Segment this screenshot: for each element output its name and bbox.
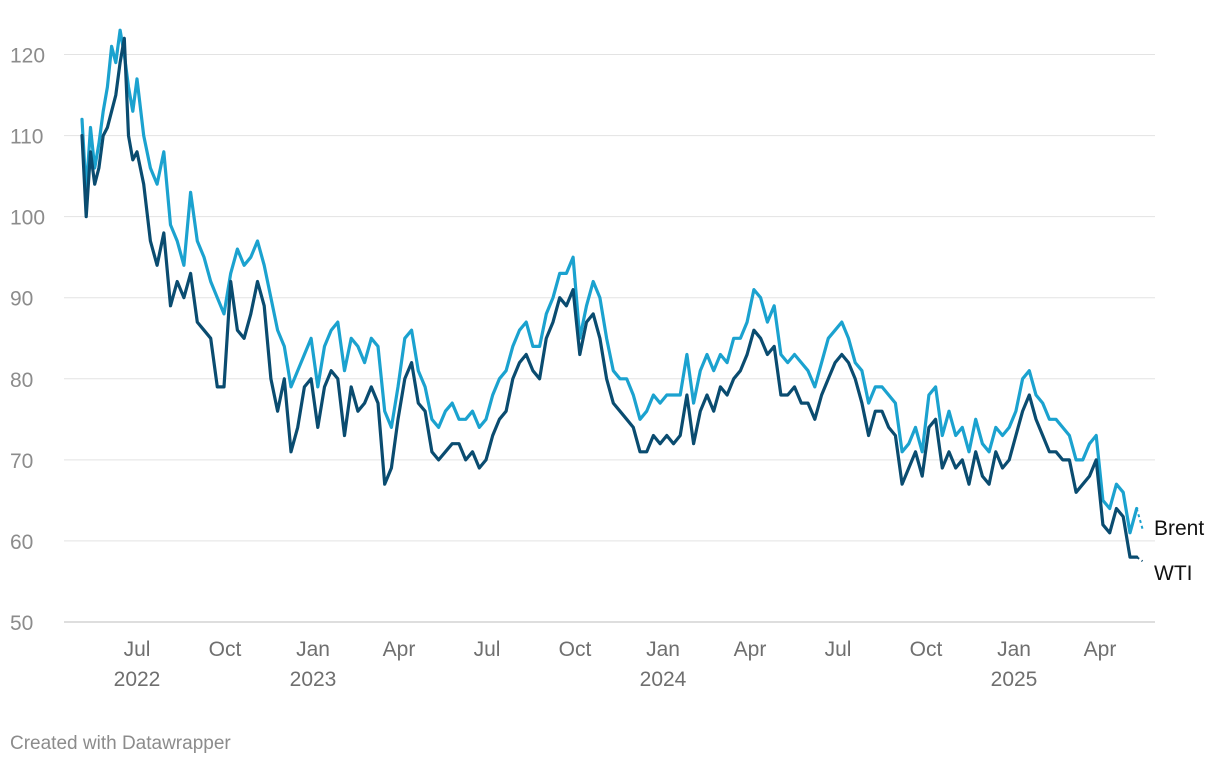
x-tick-year: 2024 — [640, 668, 687, 691]
x-tick-year: 2025 — [991, 668, 1038, 691]
x-axis: Jul 2022 Oct Jan 2023 Apr Jul Oct Jan 2024 Apr Jul O… — [114, 638, 1117, 691]
y-tick-label: 50 — [10, 612, 33, 635]
y-tick-label: 110 — [10, 126, 43, 149]
series-labels: Brent WTI — [1154, 517, 1204, 585]
x-tick-month: Oct — [559, 638, 592, 661]
x-tick-month: Jul — [474, 638, 501, 661]
x-tick-month: Apr — [383, 638, 416, 661]
x-tick-month: Oct — [910, 638, 943, 661]
footer-credit: Created with Datawrapper — [10, 733, 231, 754]
y-tick-label: 90 — [10, 288, 33, 311]
x-tick-month: Jul — [825, 638, 852, 661]
gridlines — [64, 54, 1155, 623]
series-line-brent — [80, 28, 1139, 535]
y-tick-label: 60 — [10, 531, 33, 554]
series-label-wti: WTI — [1154, 562, 1192, 585]
x-tick-month: Jan — [296, 638, 330, 661]
x-tick-year: 2023 — [290, 668, 337, 691]
x-tick-month: Oct — [209, 638, 242, 661]
series-lines — [80, 28, 1144, 563]
y-tick-label: 120 — [10, 45, 45, 68]
series-line-wti — [80, 36, 1139, 559]
x-tick-month: Jan — [646, 638, 680, 661]
series-line-wti-dashed — [1136, 556, 1144, 563]
x-tick-year: 2022 — [114, 668, 161, 691]
series-label-brent: Brent — [1154, 517, 1204, 540]
x-tick-month: Apr — [1084, 638, 1117, 661]
y-axis: 50 60 70 80 90 100 110 120 — [10, 45, 45, 635]
x-tick-month: Jan — [997, 638, 1031, 661]
x-tick-month: Jul — [124, 638, 151, 661]
y-tick-label: 70 — [10, 450, 33, 473]
series-line-brent-dashed — [1135, 508, 1144, 530]
y-tick-label: 100 — [10, 207, 45, 230]
x-tick-month: Apr — [734, 638, 767, 661]
y-tick-label: 80 — [10, 369, 33, 392]
